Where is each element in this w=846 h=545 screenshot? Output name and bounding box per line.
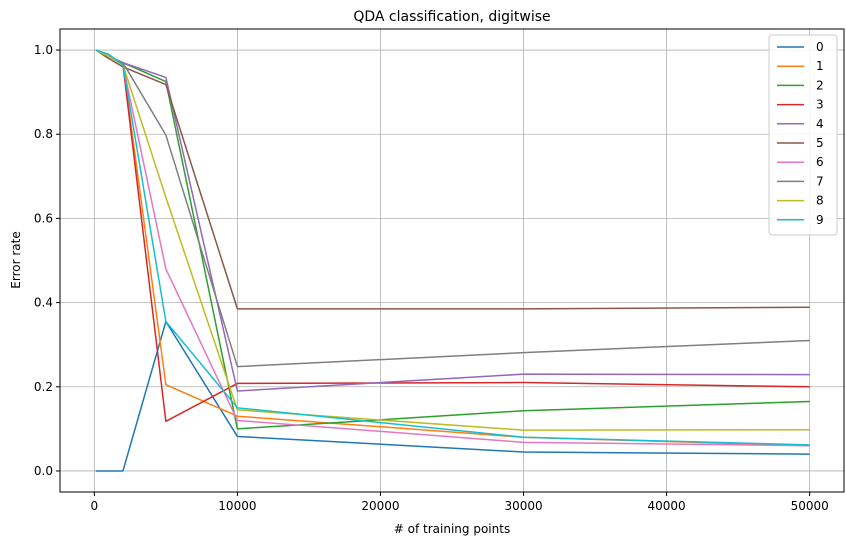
legend-label-8: 8 xyxy=(816,194,824,208)
x-axis-title: # of training points xyxy=(394,522,510,536)
legend-box xyxy=(768,34,838,236)
chart-title: QDA classification, digitwise xyxy=(353,9,550,25)
series-line-8 xyxy=(95,49,810,431)
legend: 0 1 2 3 4 5 6 7 8 9 xyxy=(768,34,838,236)
x-tick-label: 30000 xyxy=(504,499,542,513)
x-tick-label: 10000 xyxy=(218,499,256,513)
y-tick-label: 0.6 xyxy=(34,211,53,225)
x-axis-ticks: 0 10000 20000 30000 40000 50000 xyxy=(91,492,829,513)
legend-label-0: 0 xyxy=(816,40,824,54)
series-line-6 xyxy=(95,49,810,447)
y-axis-ticks: 0.0 0.2 0.4 0.6 0.8 1.0 xyxy=(34,43,60,478)
legend-label-3: 3 xyxy=(816,98,824,112)
y-tick-label: 0.4 xyxy=(34,296,53,310)
legend-label-7: 7 xyxy=(816,174,824,188)
y-tick-label: 0.2 xyxy=(34,380,53,394)
y-tick-label: 0.8 xyxy=(34,127,53,141)
legend-label-6: 6 xyxy=(816,155,824,169)
series-line-5 xyxy=(95,49,810,310)
series-lines xyxy=(95,49,810,472)
series-line-7 xyxy=(95,49,810,368)
legend-label-9: 9 xyxy=(816,213,824,227)
legend-label-4: 4 xyxy=(816,117,824,131)
y-axis-title: Error rate xyxy=(9,231,23,288)
x-tick-label: 0 xyxy=(91,499,99,513)
x-tick-label: 50000 xyxy=(791,499,829,513)
legend-label-2: 2 xyxy=(816,78,824,92)
series-line-0 xyxy=(95,320,810,472)
series-line-1 xyxy=(95,49,810,447)
plot-frame xyxy=(59,28,845,493)
y-tick-label: 0.0 xyxy=(34,464,53,478)
x-tick-label: 20000 xyxy=(361,499,399,513)
legend-label-5: 5 xyxy=(816,136,824,150)
grid-lines xyxy=(60,29,844,492)
x-tick-label: 40000 xyxy=(648,499,686,513)
series-line-4 xyxy=(95,49,810,392)
series-line-9 xyxy=(95,49,810,446)
y-tick-label: 1.0 xyxy=(34,43,53,57)
legend-label-1: 1 xyxy=(816,59,824,73)
